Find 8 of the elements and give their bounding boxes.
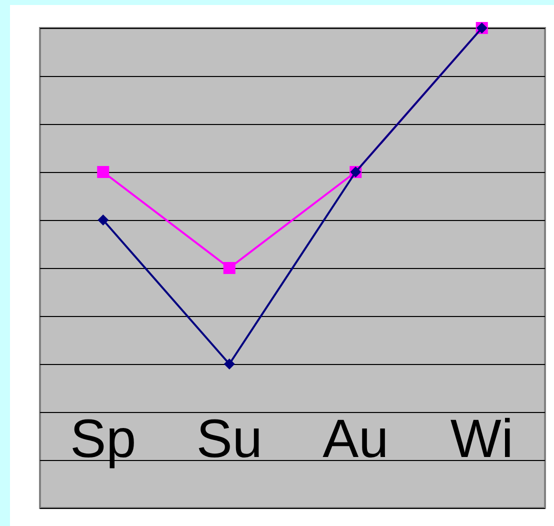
x-tick-label: Su bbox=[196, 409, 262, 469]
x-tick-label: Wi bbox=[450, 409, 514, 469]
point bbox=[224, 358, 235, 370]
x-tick-label: Sp bbox=[70, 409, 136, 469]
x-tick-label: Au bbox=[322, 409, 389, 469]
point bbox=[97, 166, 110, 178]
point bbox=[223, 262, 236, 274]
point bbox=[98, 214, 109, 226]
